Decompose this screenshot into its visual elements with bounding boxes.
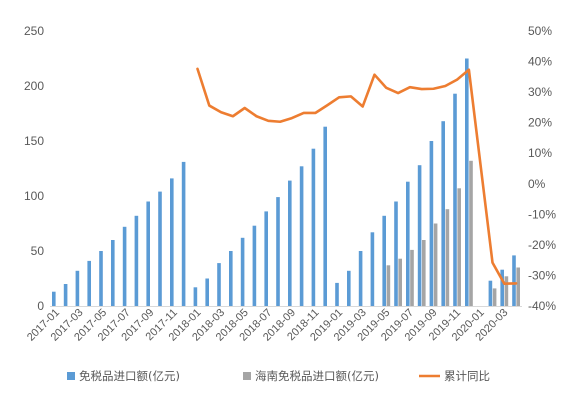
bar-duty-free-import-2017-02 — [63, 284, 68, 306]
bar-duty-free-import-2017-08 — [134, 215, 139, 306]
y-left-axis: 0 50 100 150 200 250 — [24, 24, 44, 313]
bar-hainan-duty-free-import-2020-04 — [516, 267, 520, 306]
bar-duty-free-import-2017-10 — [158, 191, 162, 306]
y-right-tick-label: -30% — [528, 268, 556, 282]
bar-duty-free-import-2018-10 — [299, 166, 304, 306]
bar-duty-free-import-2017-07 — [122, 226, 127, 306]
bar-duty-free-import-2017-09 — [146, 201, 150, 306]
bar-hainan-duty-free-import-2020-03 — [504, 276, 509, 306]
bar-hainan-duty-free-import-2019-08 — [422, 240, 426, 306]
y-left-tick-label: 150 — [24, 134, 44, 148]
bar-duty-free-import-2019-05 — [382, 215, 386, 306]
y-right-tick-label: -20% — [528, 238, 556, 252]
bars-layer — [52, 58, 520, 306]
bar-duty-free-import-2019-09 — [429, 141, 434, 306]
y-left-tick-label: 0 — [37, 299, 44, 313]
legend-swatch-hainan-duty-free-import — [243, 372, 251, 380]
legend-label-cumulative-yoy: 累计同比 — [444, 369, 490, 383]
y-left-tick-label: 50 — [31, 244, 45, 258]
bar-duty-free-import-2017-04 — [87, 260, 91, 306]
bar-duty-free-import-2018-12 — [323, 126, 327, 306]
bar-duty-free-import-2018-05 — [240, 237, 245, 306]
bar-duty-free-import-2017-03 — [75, 270, 80, 306]
y-right-tick-label: 20% — [528, 116, 552, 130]
bar-duty-free-import-2019-10 — [441, 121, 445, 306]
bar-duty-free-import-2020-04 — [512, 255, 516, 306]
bar-duty-free-import-2020-03 — [500, 269, 504, 306]
bar-duty-free-import-2020-02 — [488, 280, 493, 306]
legend-label-hainan-duty-free-import: 海南免税品进口额(亿元) — [255, 369, 379, 383]
bar-duty-free-import-2017-12 — [181, 161, 186, 306]
bar-duty-free-import-2017-01 — [52, 291, 56, 306]
bar-duty-free-import-2018-04 — [229, 251, 233, 306]
y-right-tick-label: 10% — [528, 146, 552, 160]
bar-duty-free-import-2019-04 — [370, 232, 375, 306]
bar-duty-free-import-2019-06 — [394, 201, 398, 306]
y-right-tick-label: 0% — [528, 177, 546, 191]
bar-duty-free-import-2017-06 — [111, 240, 115, 306]
bar-duty-free-import-2019-02 — [347, 270, 351, 306]
legend: 免税品进口额(亿元) 海南免税品进口额(亿元) 累计同比 — [67, 369, 490, 383]
y-right-tick-label: 50% — [528, 24, 552, 38]
bar-duty-free-import-2018-01 — [193, 287, 198, 306]
y-right-tick-label: -10% — [528, 207, 556, 221]
bar-duty-free-import-2018-06 — [252, 225, 257, 306]
bar-duty-free-import-2018-08 — [276, 197, 280, 306]
y-left-tick-label: 100 — [24, 189, 44, 203]
line-cumulative-yoy — [196, 67, 518, 285]
y-right-tick-label: 40% — [528, 55, 552, 69]
bar-duty-free-import-2019-11 — [453, 93, 457, 306]
bar-hainan-duty-free-import-2019-07 — [410, 249, 414, 306]
bar-hainan-duty-free-import-2019-09 — [433, 223, 438, 306]
bar-duty-free-import-2018-09 — [288, 180, 292, 306]
bar-duty-free-import-2018-03 — [217, 263, 221, 306]
bar-duty-free-import-2018-07 — [264, 211, 268, 306]
bar-duty-free-import-2019-07 — [406, 181, 410, 306]
y-right-tick-label: -40% — [528, 299, 556, 313]
bar-duty-free-import-2019-08 — [417, 165, 422, 306]
bar-duty-free-import-2019-01 — [335, 282, 339, 306]
bar-hainan-duty-free-import-2019-05 — [386, 265, 391, 306]
bar-hainan-duty-free-import-2019-06 — [398, 258, 402, 306]
y-left-tick-label: 250 — [24, 24, 44, 38]
x-axis: 2017-012017-032017-052017-072017-092017-… — [25, 307, 510, 344]
bar-duty-free-import-2018-02 — [205, 278, 209, 306]
y-right-axis: -40% -30% -20% -10% 0% 10% 20% 30% 40% 50% — [528, 24, 556, 313]
bar-hainan-duty-free-import-2019-11 — [457, 188, 461, 306]
bar-hainan-duty-free-import-2019-12 — [469, 160, 473, 306]
bar-duty-free-import-2019-03 — [358, 251, 363, 306]
legend-swatch-duty-free-import — [67, 372, 75, 380]
bar-hainan-duty-free-import-2020-02 — [492, 288, 497, 306]
y-right-tick-label: 30% — [528, 85, 552, 99]
bar-duty-free-import-2018-11 — [311, 148, 316, 306]
bar-duty-free-import-2019-12 — [465, 58, 469, 306]
y-left-tick-label: 200 — [24, 79, 44, 93]
bar-hainan-duty-free-import-2019-10 — [445, 209, 450, 306]
bar-duty-free-import-2017-11 — [170, 178, 174, 306]
bar-duty-free-import-2017-05 — [99, 251, 103, 306]
legend-label-duty-free-import: 免税品进口额(亿元) — [79, 369, 180, 383]
